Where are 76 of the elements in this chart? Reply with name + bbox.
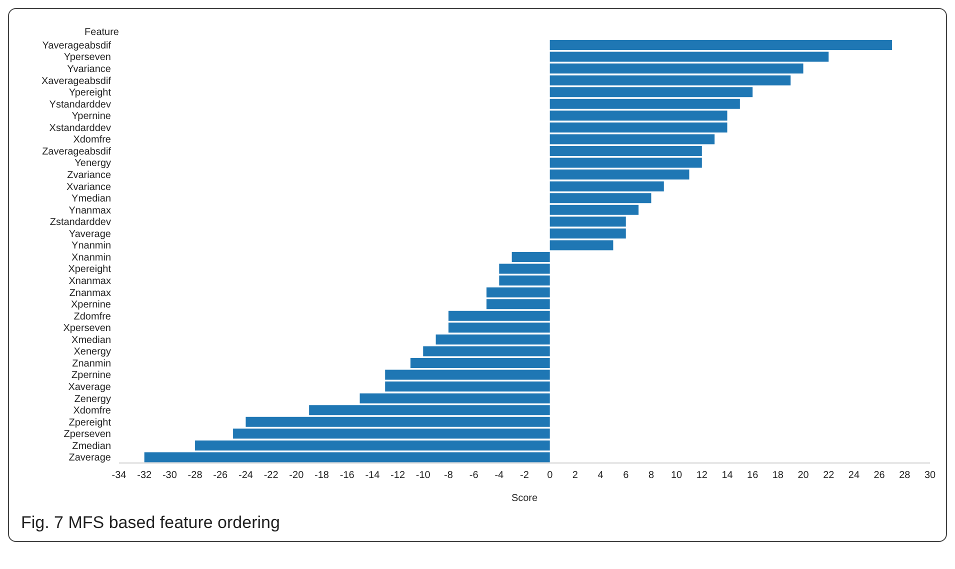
x-tick-label: 8: [648, 470, 654, 482]
x-tick-label: -30: [162, 470, 178, 482]
x-tick-label: -14: [365, 470, 380, 482]
y-tick-label: Ypereight: [68, 88, 112, 99]
y-tick-label: Zperseven: [64, 429, 111, 440]
x-tick-label: -24: [238, 470, 254, 482]
caption: Fig. 7 MFS based feature ordering: [20, 512, 281, 534]
y-tick-label: Yaverageabsdif: [42, 40, 112, 52]
x-tick-label: 0: [547, 470, 554, 482]
x-tick-label: -32: [137, 470, 152, 482]
y-axis-title: Feature: [84, 27, 119, 38]
y-tick-label: Znanmax: [69, 288, 111, 299]
x-tick-label: 18: [772, 470, 784, 482]
y-tick-label: Xperseven: [63, 323, 111, 334]
y-tick-label: Ynanmax: [68, 205, 111, 216]
y-tick-label: Zaverageabsdif: [42, 146, 112, 158]
bar: [550, 40, 892, 50]
y-tick-label: Xaverage: [68, 382, 112, 393]
x-tick-label: 14: [722, 470, 734, 482]
x-tick-label: 20: [798, 470, 810, 482]
x-tick-label: 2: [572, 470, 578, 482]
y-tick-label: Yaverage: [68, 228, 112, 240]
y-tick-label: Ymedian: [72, 194, 111, 205]
y-tick-label: Xnanmax: [68, 276, 111, 287]
x-tick-label: -4: [494, 470, 504, 482]
x-tick-label: 10: [671, 470, 683, 482]
x-tick-label: -28: [188, 470, 203, 482]
x-tick-label: -6: [469, 470, 479, 482]
x-tick-label: 22: [823, 470, 835, 482]
x-tick-label: -12: [390, 470, 406, 482]
x-tick-label: 26: [874, 470, 886, 482]
y-tick-label: Xenergy: [74, 346, 111, 358]
x-tick-label: -2: [520, 470, 530, 482]
y-tick-label: Ypernine: [72, 111, 112, 122]
x-tick-label: -18: [314, 470, 330, 482]
y-tick-label: Zstandarddev: [50, 217, 111, 228]
y-tick-label: Ynanmin: [72, 240, 111, 252]
x-tick-label: -16: [340, 470, 355, 482]
x-tick-label: -10: [416, 470, 431, 482]
x-tick-label: 30: [924, 470, 936, 482]
y-tick-label: Xaverageabsdif: [42, 76, 112, 87]
y-tick-label: Yperseven: [64, 52, 111, 64]
x-axis-title: Score: [511, 493, 538, 504]
y-tick-label: Zpereight: [68, 417, 112, 428]
y-tick-label: Xmedian: [72, 334, 111, 346]
x-tick-label: 12: [696, 470, 708, 482]
x-tick-label: -34: [112, 470, 127, 482]
y-tick-label: Zvariance: [67, 170, 112, 181]
bar: [410, 358, 550, 368]
y-tick-label: Zmedian: [72, 440, 111, 452]
x-tick-label: -22: [264, 470, 279, 482]
y-tick-label: Yenergy: [74, 158, 111, 170]
y-tick-label: Xpernine: [70, 300, 112, 311]
y-tick-label: Zdomfre: [74, 311, 112, 322]
y-tick-label: Xdomfre: [73, 134, 112, 146]
y-tick-label: Xpereight: [68, 264, 112, 276]
y-tick-label: Zaverage: [68, 452, 112, 464]
y-tick-label: Xstandarddev: [49, 122, 111, 134]
y-tick-label: Xnanmin: [72, 252, 111, 264]
x-tick-label: 28: [899, 470, 911, 482]
y-tick-label: Zenergy: [74, 394, 111, 405]
y-tick-label: Xvariance: [66, 182, 112, 193]
y-tick-label: Zpernine: [72, 370, 112, 382]
x-tick-label: -26: [213, 470, 228, 482]
bar: [512, 252, 550, 262]
x-tick-label: -8: [444, 470, 454, 482]
y-tick-label: Yvariance: [67, 64, 112, 75]
x-tick-label: 24: [848, 470, 860, 482]
bar: [550, 146, 702, 156]
y-tick-label: Xdomfre: [73, 406, 112, 417]
x-tick-label: 6: [623, 470, 630, 482]
y-tick-label: Ystandarddev: [49, 99, 111, 110]
x-tick-label: 4: [598, 470, 604, 482]
y-tick-label: Znanmin: [72, 358, 111, 370]
x-tick-label: 16: [747, 470, 759, 482]
x-tick-label: -20: [289, 470, 304, 482]
